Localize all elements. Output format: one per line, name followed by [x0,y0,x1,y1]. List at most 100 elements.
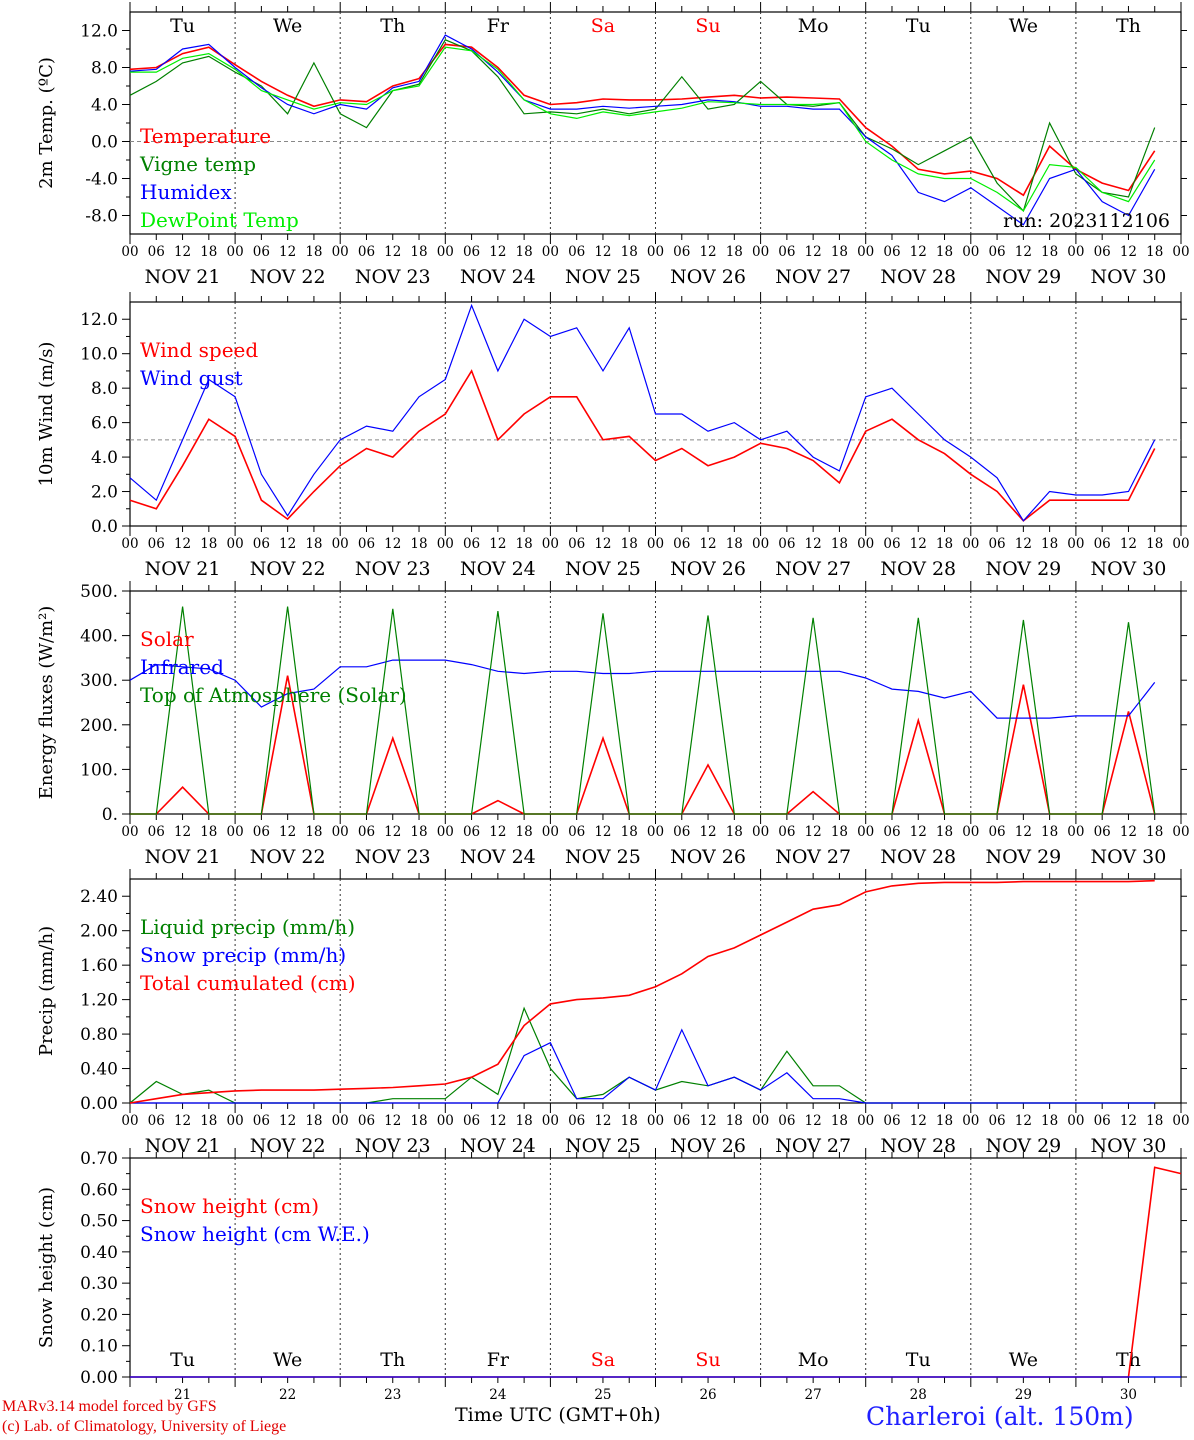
x-hour-label: 00 [1172,536,1189,552]
series-line-humidex [129,34,1156,226]
x-hour-label: 06 [568,536,585,552]
x-hour-label: 06 [883,1113,900,1129]
series-line-temperature [129,43,1156,197]
x-hour-label: 12 [1120,1113,1137,1129]
x-hour-label: 12 [594,244,611,260]
x-hour-label: 12 [1015,1113,1032,1129]
x-hour-label: 12 [805,244,822,260]
x-day-number: 23 [384,1387,401,1403]
legend-entry: Vigne temp [139,152,256,176]
weekday-label: Th [1116,1349,1141,1371]
weekday-label: Su [695,15,720,37]
y-tick-label: 2.00 [80,922,118,942]
x-hour-label: 06 [1094,1113,1111,1129]
x-date-label: NOV 25 [565,266,641,288]
y-tick-label: 0.0 [91,133,118,153]
x-hour-label: 18 [1146,536,1163,552]
x-hour-label: 00 [962,536,979,552]
x-hour-label: 12 [489,1113,506,1129]
chart-panel-5: 0.00 0.10 0.20 0.30 0.40 0.50 0.60 0.70 Snow hei… [36,1148,1187,1403]
x-hour-label: 12 [174,824,191,840]
x-date-label: NOV 29 [985,846,1061,868]
x-hour-label: 06 [673,244,690,260]
x-date-label: NOV 28 [880,1135,956,1157]
x-date-label: NOV 21 [145,558,221,580]
x-hour-label: 00 [752,824,769,840]
x-date-label: NOV 22 [250,846,326,868]
x-hour-label: 18 [516,536,533,552]
x-date-label: NOV 23 [355,266,431,288]
y-tick-label: 0.10 [80,1337,118,1357]
x-hour-label: 18 [726,536,743,552]
x-hour-label: 06 [673,536,690,552]
series-line-infrared [129,659,1156,719]
y-tick-label: 0.40 [80,1243,118,1263]
series-line-total-cumulated-cm- [129,879,1155,1104]
y-tick-label: 200. [80,716,118,736]
weekday-label: Th [1116,15,1141,37]
x-hour-label: 06 [883,536,900,552]
x-hour-label: 18 [726,824,743,840]
x-hour-label: 06 [1094,824,1111,840]
weekday-label: Fr [487,1349,510,1371]
x-hour-label: 00 [1067,824,1084,840]
x-hour-label: 06 [988,824,1005,840]
x-hour-label: 12 [489,244,506,260]
x-hour-label: 06 [358,1113,375,1129]
x-date-label: NOV 30 [1091,846,1167,868]
x-hour-label: 18 [936,1113,953,1129]
x-hour-label: 12 [279,1113,296,1129]
x-date-label: NOV 24 [460,846,536,868]
y-tick-label: 8.0 [91,379,118,399]
legend-entry: Solar [140,627,194,651]
chart-panel-2: 0.0 2.0 4.0 6.0 8.0 10.0 12.0 10m Wind (m/s) 00 0… [36,292,1190,580]
x-day-number: 28 [910,1387,927,1403]
x-hour-label: 00 [1172,244,1189,260]
y-axis-label: Precip (mm/h) [36,926,57,1056]
x-hour-label: 06 [463,1113,480,1129]
legend-entry: DewPoint Temp [140,208,299,232]
x-hour-label: 00 [332,824,349,840]
x-hour-label: 12 [699,824,716,840]
x-hour-label: 06 [778,1113,795,1129]
x-hour-label: 00 [332,1113,349,1129]
x-hour-label: 06 [883,824,900,840]
series-line-top-of-atmosphere-solar- [130,606,1156,815]
x-day-number: 29 [1015,1387,1032,1403]
x-hour-label: 00 [962,1113,979,1129]
x-date-label: NOV 30 [1091,1135,1167,1157]
x-hour-label: 18 [1041,536,1058,552]
x-hour-label: 18 [200,536,217,552]
x-date-label: NOV 26 [670,266,746,288]
x-hour-label: 12 [1015,244,1032,260]
x-hour-label: 06 [673,1113,690,1129]
x-hour-label: 18 [200,824,217,840]
y-tick-label: 0.00 [80,1368,118,1388]
x-hour-label: 06 [988,536,1005,552]
y-tick-label: 0.20 [80,1305,118,1325]
x-date-label: NOV 30 [1091,266,1167,288]
x-hour-label: 18 [516,824,533,840]
x-hour-label: 06 [358,824,375,840]
x-hour-label: 06 [1094,536,1111,552]
x-hour-label: 12 [489,824,506,840]
x-hour-label: 06 [253,824,270,840]
y-tick-label: 1.20 [80,991,118,1011]
x-hour-label: 06 [463,536,480,552]
x-hour-label: 00 [332,244,349,260]
x-hour-label: 18 [1041,1113,1058,1129]
x-date-label: NOV 27 [775,266,851,288]
weekday-label: Sa [591,15,615,37]
x-hour-label: 12 [1120,824,1137,840]
x-date-label: NOV 26 [670,846,746,868]
x-hour-label: 18 [516,1113,533,1129]
x-hour-label: 12 [910,536,927,552]
x-hour-label: 18 [410,244,427,260]
x-hour-label: 18 [305,244,322,260]
x-hour-label: 12 [699,244,716,260]
x-date-label: NOV 29 [985,558,1061,580]
legend-entry: Total cumulated (cm) [140,971,356,995]
x-hour-label: 12 [489,536,506,552]
